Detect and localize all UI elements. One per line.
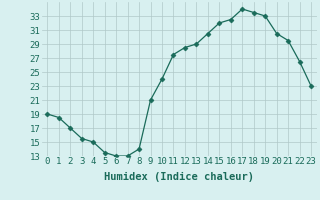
X-axis label: Humidex (Indice chaleur): Humidex (Indice chaleur) (104, 172, 254, 182)
